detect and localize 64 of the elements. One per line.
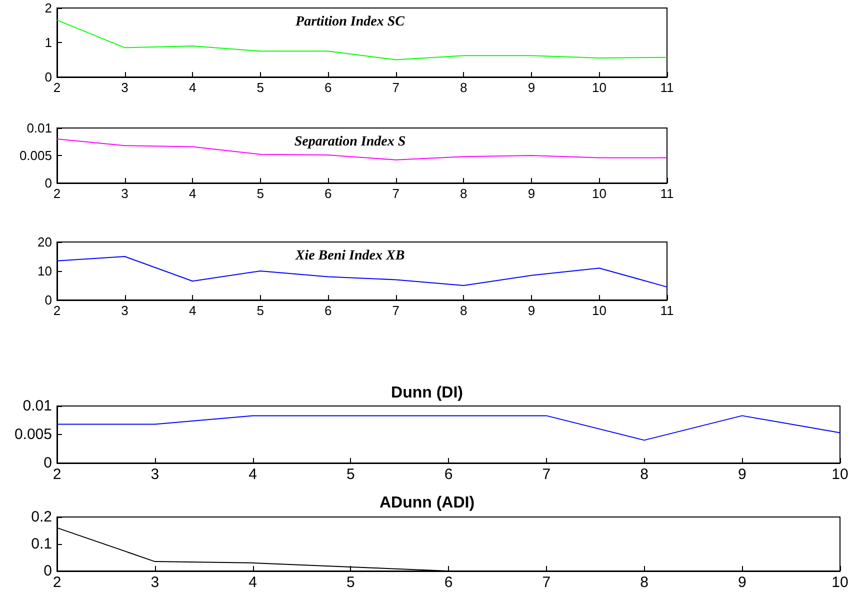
y-tick-label: 0.005 — [19, 148, 52, 163]
y-tick-label: 0 — [44, 176, 52, 190]
x-tick-label: 8 — [460, 80, 468, 95]
x-tick-label: 5 — [346, 574, 355, 591]
x-tick-label: 10 — [592, 80, 606, 95]
x-tick-label: 9 — [738, 574, 746, 591]
chart-title: ADunn (ADI) — [379, 494, 475, 512]
chart-title: Dunn (DI) — [391, 384, 463, 402]
x-tick-label: 3 — [121, 303, 128, 318]
x-tick-label: 9 — [528, 303, 536, 318]
x-tick-label: 4 — [188, 80, 196, 95]
x-tick-label: 3 — [150, 574, 160, 591]
x-tick-label: 9 — [528, 186, 536, 201]
x-tick-label: 7 — [392, 186, 400, 201]
x-tick-label: 11 — [660, 303, 674, 318]
y-tick-label: 0.2 — [31, 508, 52, 526]
line-series — [56, 415, 840, 441]
x-tick-label: 11 — [660, 186, 674, 201]
chart-title: Separation Index S — [294, 134, 406, 150]
y-tick-label: 2 — [44, 0, 52, 16]
y-tick-label: 0 — [44, 454, 52, 472]
x-tick-label: 6 — [444, 466, 453, 483]
y-tick-label: 0.1 — [31, 536, 52, 552]
x-tick-label: 7 — [542, 466, 551, 483]
x-tick-label: 10 — [832, 574, 848, 591]
x-tick-label: 7 — [392, 303, 400, 318]
x-tick-label: 4 — [248, 466, 257, 483]
y-tick-label: 0.005 — [14, 426, 52, 443]
x-tick-label: 4 — [188, 303, 196, 318]
chart-title: Partition Index SC — [296, 14, 406, 30]
y-tick-label: 0.01 — [26, 120, 52, 136]
x-tick-label: 6 — [324, 303, 332, 318]
x-tick-label: 5 — [256, 80, 264, 95]
x-tick-label: 9 — [528, 80, 536, 95]
y-tick-label: 20 — [38, 234, 52, 250]
y-tick-label: 1 — [44, 35, 52, 50]
y-tick-label: 10 — [38, 264, 52, 278]
x-tick-label: 3 — [150, 466, 160, 483]
x-tick-label: 11 — [660, 80, 674, 95]
x-tick-label: 6 — [324, 186, 332, 201]
x-tick-label: 5 — [346, 466, 355, 483]
chart-title: Xie Beni Index XB — [294, 248, 405, 264]
x-tick-label: 10 — [592, 186, 606, 201]
y-tick-label: 0 — [44, 292, 52, 308]
x-tick-label: 8 — [460, 186, 468, 201]
x-tick-label: 8 — [640, 466, 648, 483]
x-tick-label: 10 — [832, 466, 848, 483]
x-tick-label: 7 — [392, 80, 400, 95]
x-tick-label: 8 — [640, 574, 648, 591]
x-tick-label: 4 — [248, 574, 257, 591]
x-tick-label: 8 — [460, 303, 468, 318]
x-tick-label: 6 — [324, 80, 332, 95]
x-tick-label: 9 — [738, 466, 746, 483]
x-tick-label: 7 — [542, 574, 551, 591]
x-tick-label: 4 — [188, 186, 196, 201]
x-tick-label: 6 — [444, 574, 453, 591]
y-tick-label: 0 — [44, 70, 52, 84]
x-tick-label: 3 — [121, 80, 128, 95]
x-tick-label: 3 — [121, 186, 128, 201]
x-tick-label: 5 — [256, 186, 264, 201]
x-tick-label: 5 — [256, 303, 264, 318]
y-tick-label: 0.01 — [22, 398, 52, 414]
x-tick-label: 10 — [592, 303, 606, 318]
y-tick-label: 0 — [44, 562, 52, 580]
